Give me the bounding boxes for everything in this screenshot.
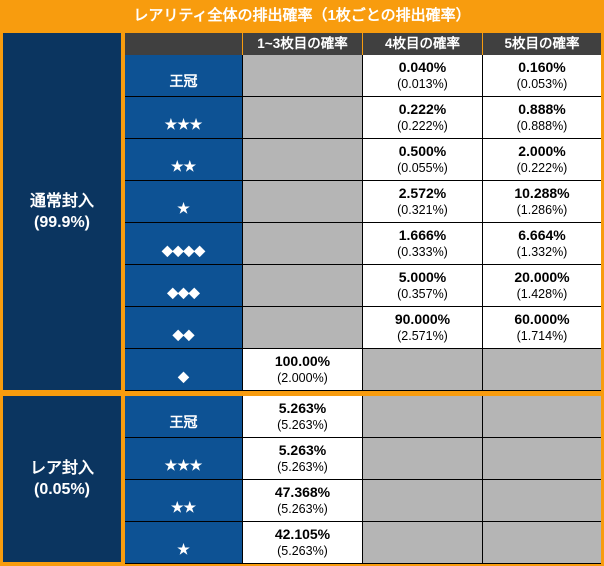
rate-value: 10.288% [514, 185, 570, 201]
rate-per-card: (1.286%) [516, 203, 568, 217]
rate-cell: 5.263% (5.263%) [242, 438, 362, 480]
header-blank [125, 33, 242, 55]
rate-cell: 5.000% (0.357%) [362, 265, 482, 307]
rate-per-card: (0.357%) [397, 287, 448, 301]
empty-cell [242, 223, 362, 265]
rate-cell: 2.572% (0.321%) [362, 181, 482, 223]
rate-per-card: (0.013%) [397, 77, 448, 91]
rate-value: 0.040% [398, 59, 447, 75]
rate-per-card: (0.321%) [397, 203, 448, 217]
empty-cell [362, 396, 482, 438]
rate-per-card: (5.263%) [277, 460, 328, 474]
rarity-label: 王冠 [125, 55, 242, 97]
empty-cell [482, 349, 601, 391]
rate-value: 5.263% [278, 442, 327, 458]
rate-cell: 1.666% (0.333%) [362, 223, 482, 265]
rate-value: 5.263% [278, 400, 327, 416]
empty-cell [242, 181, 362, 223]
header-col-3: 5枚目の確率 [483, 33, 601, 55]
rate-per-card: (1.428%) [516, 287, 568, 301]
section-label: レア封入 (0.05%) [3, 396, 121, 562]
rate-value: 0.500% [398, 143, 447, 159]
rate-cell: 5.263% (5.263%) [242, 396, 362, 438]
rarity-label: ★★★ [125, 438, 242, 480]
rate-cell: 0.160% (0.053%) [482, 55, 601, 97]
section-percent: (0.05%) [33, 481, 91, 498]
rarity-label: 王冠 [125, 396, 242, 438]
rate-per-card: (1.714%) [516, 329, 568, 343]
rate-cell: 47.368% (5.263%) [242, 480, 362, 522]
rate-cell: 10.288% (1.286%) [482, 181, 601, 223]
rate-value: 47.368% [274, 484, 331, 500]
rarity-label: ★★ [125, 139, 242, 181]
rate-per-card: (2.571%) [397, 329, 448, 343]
rate-value: 60.000% [514, 311, 570, 327]
rate-cell: 42.105% (5.263%) [242, 522, 362, 564]
rate-cell: 0.500% (0.055%) [362, 139, 482, 181]
rarity-label: ◆◆◆ [125, 265, 242, 307]
rate-cell: 0.888% (0.888%) [482, 97, 601, 139]
rate-value: 20.000% [514, 269, 570, 285]
section-name: 通常封入 [29, 192, 94, 210]
empty-cell [482, 522, 601, 564]
rate-per-card: (0.888%) [516, 119, 568, 133]
rate-value: 6.664% [518, 227, 566, 243]
header-col-2: 4枚目の確率 [363, 33, 482, 55]
rate-value: 2.000% [518, 143, 566, 159]
rate-cell: 90.000% (2.571%) [362, 307, 482, 349]
empty-cell [362, 438, 482, 480]
rate-cell: 20.000% (1.428%) [482, 265, 601, 307]
empty-cell [242, 307, 362, 349]
rate-cell: 100.00% (2.000%) [242, 349, 362, 391]
empty-cell [482, 480, 601, 522]
rate-per-card: (0.222%) [397, 119, 448, 133]
rate-value: 0.222% [398, 101, 447, 117]
rate-per-card: (5.263%) [277, 502, 328, 516]
empty-cell [362, 480, 482, 522]
empty-cell [362, 522, 482, 564]
empty-cell [242, 265, 362, 307]
rarity-label: ◆ [125, 349, 242, 391]
rate-per-card: (2.000%) [277, 371, 328, 385]
rate-value: 0.888% [518, 101, 566, 117]
rate-per-card: (5.263%) [277, 418, 328, 432]
table-title: レアリティ全体の排出確率（1枚ごとの排出確率） [133, 7, 471, 24]
rate-per-card: (5.263%) [277, 544, 328, 558]
section-name: レア封入 [29, 460, 94, 477]
section-label: 通常封入 (99.9%) [3, 33, 121, 390]
empty-cell [482, 396, 601, 438]
empty-cell [242, 139, 362, 181]
header-col-1: 1~3枚目の確率 [243, 33, 362, 55]
rate-per-card: (0.053%) [516, 77, 568, 91]
rate-value: 5.000% [398, 269, 447, 285]
section-percent: (99.9%) [33, 213, 91, 231]
rate-cell: 0.040% (0.013%) [362, 55, 482, 97]
rate-value: 1.666% [398, 227, 447, 243]
empty-cell [482, 438, 601, 480]
rate-cell: 0.222% (0.222%) [362, 97, 482, 139]
rate-value: 0.160% [518, 59, 566, 75]
rate-value: 100.00% [274, 353, 331, 369]
rate-per-card: (1.332%) [516, 245, 568, 259]
rate-value: 2.572% [398, 185, 447, 201]
rate-per-card: (0.222%) [516, 161, 568, 175]
rarity-label: ★★★ [125, 97, 242, 139]
empty-cell [242, 55, 362, 97]
rate-cell: 60.000% (1.714%) [482, 307, 601, 349]
rate-per-card: (0.055%) [397, 161, 448, 175]
rate-cell: 6.664% (1.332%) [482, 223, 601, 265]
rarity-label: ◆◆◆◆ [125, 223, 242, 265]
empty-cell [242, 97, 362, 139]
rate-value: 42.105% [274, 526, 331, 542]
rate-per-card: (0.333%) [397, 245, 448, 259]
empty-cell [362, 349, 482, 391]
rarity-label: ◆◆ [125, 307, 242, 349]
rarity-label: ★ [125, 181, 242, 223]
rate-value: 90.000% [394, 311, 451, 327]
rarity-label: ★ [125, 522, 242, 564]
rarity-label: ★★ [125, 480, 242, 522]
rate-cell: 2.000% (0.222%) [482, 139, 601, 181]
